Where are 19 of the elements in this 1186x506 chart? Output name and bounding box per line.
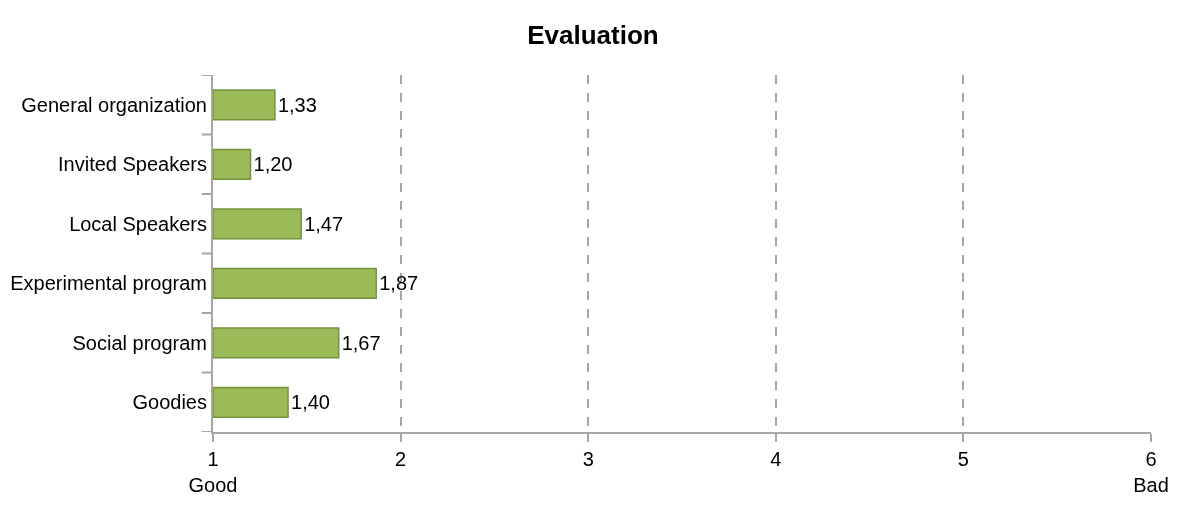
data-label: 1,47 (304, 212, 344, 235)
y-tick-label: Invited Speakers (58, 153, 207, 176)
x-tick-label: 1 Good (188, 448, 238, 496)
data-label: 1,33 (277, 93, 317, 116)
data-label: 1,67 (341, 331, 381, 354)
x-tick-label: 4 (770, 448, 782, 470)
y-tick-label: Local Speakers (69, 212, 207, 235)
x-tick-label: 6 Bad (1133, 448, 1169, 496)
x-tick-label: 2 (395, 448, 407, 470)
y-tick-label: Experimental program (10, 272, 207, 295)
data-label: 1,40 (291, 391, 330, 414)
x-tick-label: 5 (957, 448, 969, 470)
y-tick-label: Goodies (132, 391, 207, 414)
y-tick-label: Social program (72, 331, 207, 354)
y-tick-label: General organization (21, 93, 207, 116)
data-label: 1,20 (253, 153, 293, 176)
data-label: 1,87 (379, 272, 419, 295)
x-tick-label: 3 (582, 448, 594, 470)
chart-title: Evaluation (527, 19, 659, 50)
